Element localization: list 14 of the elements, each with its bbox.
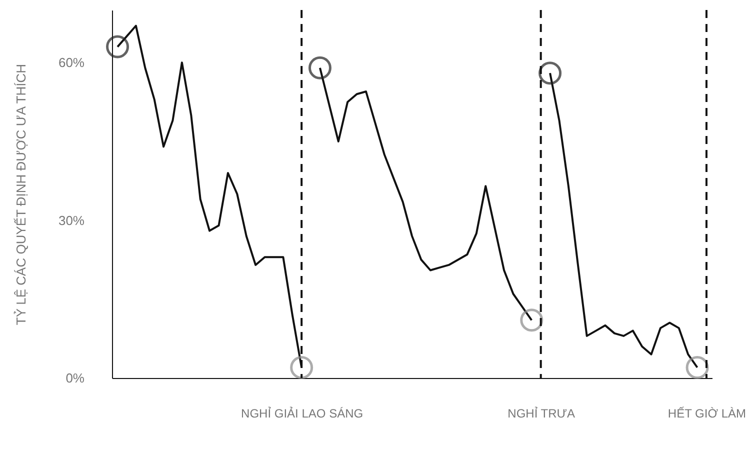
line-series bbox=[318, 66, 533, 322]
y-tick-label: 60% bbox=[58, 55, 85, 70]
y-axis-title: TỶ LỆ CÁC QUYẾT ĐỊNH ĐƯỢC ƯA THÍCH bbox=[13, 64, 28, 326]
y-tick-label: 0% bbox=[66, 370, 85, 386]
point bbox=[686, 356, 709, 379]
line-series bbox=[549, 72, 698, 368]
point bbox=[290, 356, 314, 379]
y-tick-label: 30% bbox=[58, 212, 85, 228]
x-tick-label: HẾT GIỜ LÀM bbox=[668, 406, 746, 420]
x-tick-label: NGHỈ TRƯA bbox=[508, 406, 576, 420]
point bbox=[106, 35, 130, 58]
point bbox=[538, 62, 562, 85]
x-tick-label: NGHỈ GIẢI LAO SÁNG bbox=[241, 406, 364, 420]
point bbox=[308, 56, 332, 80]
